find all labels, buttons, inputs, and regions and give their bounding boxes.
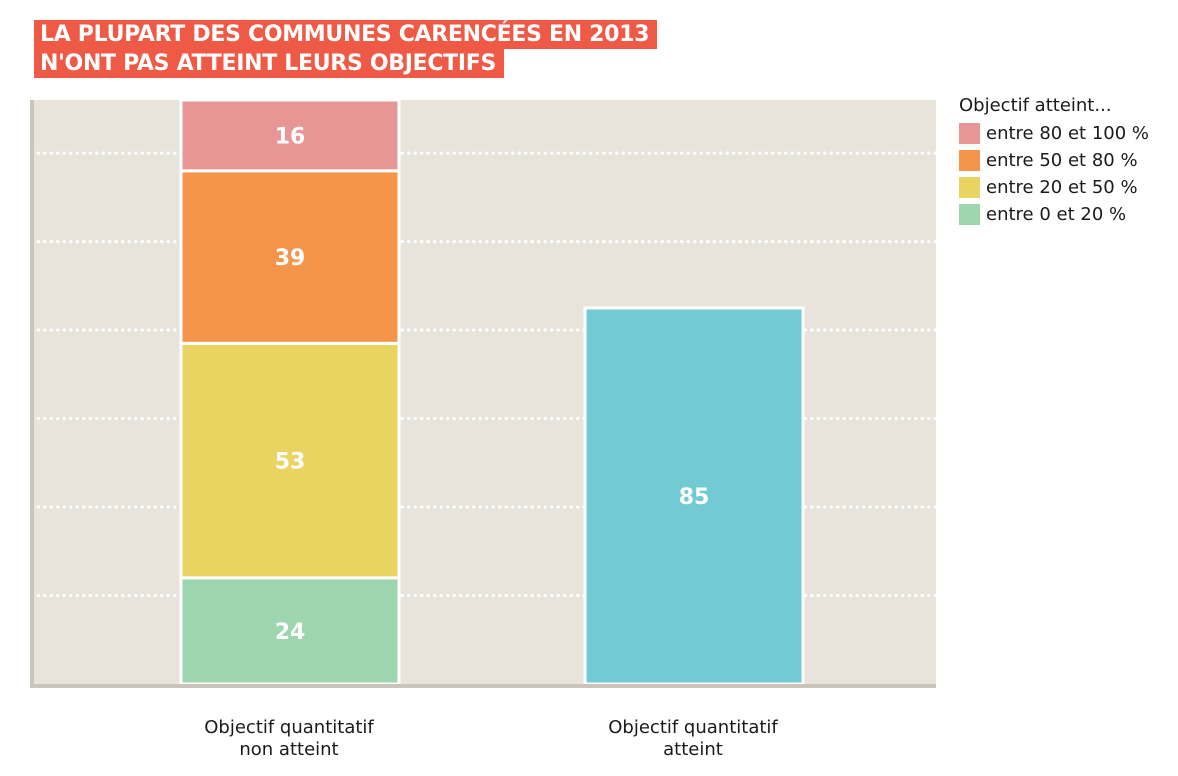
legend-label-80-100: entre 80 et 100 % bbox=[986, 123, 1150, 144]
data-label-0-2: 39 bbox=[275, 246, 306, 271]
x-axis-line bbox=[30, 684, 936, 688]
chart-title: LA PLUPART DES COMMUNES CARENCÉES EN 201… bbox=[34, 20, 658, 78]
x-tick-label-non-atteint-line-1: Objectif quantitatif bbox=[204, 717, 374, 738]
legend: Objectif atteint... entre 80 et 100 % en… bbox=[959, 95, 1149, 228]
chart-title-line-1: LA PLUPART DES COMMUNES CARENCÉES EN 201… bbox=[34, 20, 658, 49]
legend-item-50-80: entre 50 et 80 % bbox=[959, 147, 1149, 174]
y-axis-line bbox=[30, 100, 34, 688]
x-tick-label-atteint-line-1: Objectif quantitatif bbox=[608, 717, 778, 738]
x-tick-label-atteint: Objectif quantitatif atteint bbox=[563, 717, 823, 761]
bar-segment-0-2 bbox=[179, 169, 401, 345]
bar-segment-1-4 bbox=[583, 306, 805, 686]
legend-swatch-0-20 bbox=[959, 204, 980, 225]
legend-swatch-20-50 bbox=[959, 177, 980, 198]
legend-swatch-80-100 bbox=[959, 123, 980, 144]
legend-label-50-80: entre 50 et 80 % bbox=[986, 150, 1138, 171]
data-label-0-3: 16 bbox=[275, 124, 306, 149]
legend-label-0-20: entre 0 et 20 % bbox=[986, 204, 1127, 225]
data-label-1-4: 85 bbox=[679, 485, 710, 510]
chart-title-line-2: N'ONT PAS ATTEINT LEURS OBJECTIFS bbox=[34, 49, 505, 78]
x-tick-label-non-atteint-line-2: non atteint bbox=[239, 739, 339, 760]
bar-segment-0-3 bbox=[179, 98, 401, 173]
x-tick-label-non-atteint: Objectif quantitatif non atteint bbox=[159, 717, 419, 761]
legend-label-20-50: entre 20 et 50 % bbox=[986, 177, 1138, 198]
bar-segment-0-1 bbox=[179, 341, 401, 580]
legend-item-20-50: entre 20 et 50 % bbox=[959, 174, 1149, 201]
legend-title: Objectif atteint... bbox=[959, 95, 1112, 116]
legend-swatch-50-80 bbox=[959, 150, 980, 171]
legend-item-0-20: entre 0 et 20 % bbox=[959, 201, 1149, 228]
x-tick-label-atteint-line-2: atteint bbox=[663, 739, 723, 760]
data-label-0-1: 53 bbox=[275, 450, 306, 475]
data-label-0-0: 24 bbox=[275, 620, 306, 645]
legend-item-80-100: entre 80 et 100 % bbox=[959, 120, 1149, 147]
